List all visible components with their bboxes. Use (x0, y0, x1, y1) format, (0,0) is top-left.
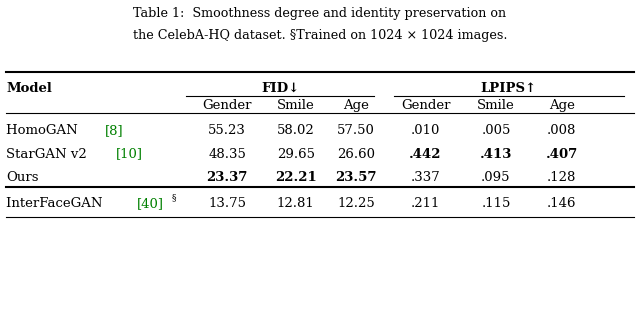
Text: 12.81: 12.81 (277, 197, 314, 210)
Text: Model: Model (6, 82, 52, 95)
Text: §: § (172, 193, 176, 202)
Text: .146: .146 (547, 197, 577, 210)
Text: 23.57: 23.57 (335, 171, 376, 184)
Text: Gender: Gender (202, 99, 252, 112)
Text: 58.02: 58.02 (277, 124, 314, 137)
Text: HomoGAN: HomoGAN (6, 124, 83, 137)
Text: the CelebA-HQ dataset. §Trained on 1024 × 1024 images.: the CelebA-HQ dataset. §Trained on 1024 … (132, 29, 508, 42)
Text: .005: .005 (481, 124, 511, 137)
Text: 23.37: 23.37 (207, 171, 248, 184)
Text: .337: .337 (411, 171, 440, 184)
Text: .211: .211 (411, 197, 440, 210)
Text: StarGAN v2: StarGAN v2 (6, 148, 92, 160)
Text: .095: .095 (481, 171, 511, 184)
Text: [40]: [40] (136, 197, 163, 210)
Text: .407: .407 (546, 148, 578, 160)
Text: .010: .010 (411, 124, 440, 137)
Text: .008: .008 (547, 124, 577, 137)
Text: Smile: Smile (477, 99, 515, 112)
Text: 57.50: 57.50 (337, 124, 375, 137)
Text: Smile: Smile (277, 99, 314, 112)
Text: LPIPS↑: LPIPS↑ (481, 82, 537, 95)
Text: 26.60: 26.60 (337, 148, 375, 160)
Text: 22.21: 22.21 (275, 171, 317, 184)
Text: Ours: Ours (6, 171, 39, 184)
Text: 55.23: 55.23 (208, 124, 246, 137)
Text: [8]: [8] (104, 124, 123, 137)
Text: 13.75: 13.75 (208, 197, 246, 210)
Text: Age: Age (343, 99, 369, 112)
Text: Age: Age (549, 99, 575, 112)
Text: .115: .115 (481, 197, 511, 210)
Text: [10]: [10] (116, 148, 143, 160)
Text: 29.65: 29.65 (276, 148, 315, 160)
Text: 48.35: 48.35 (208, 148, 246, 160)
Text: InterFaceGAN: InterFaceGAN (6, 197, 107, 210)
Text: Table 1:  Smoothness degree and identity preservation on: Table 1: Smoothness degree and identity … (133, 7, 507, 20)
Text: 12.25: 12.25 (337, 197, 374, 210)
Text: FID↓: FID↓ (261, 82, 299, 95)
Text: Gender: Gender (401, 99, 451, 112)
Text: .442: .442 (410, 148, 442, 160)
Text: .128: .128 (547, 171, 577, 184)
Text: .413: .413 (480, 148, 512, 160)
